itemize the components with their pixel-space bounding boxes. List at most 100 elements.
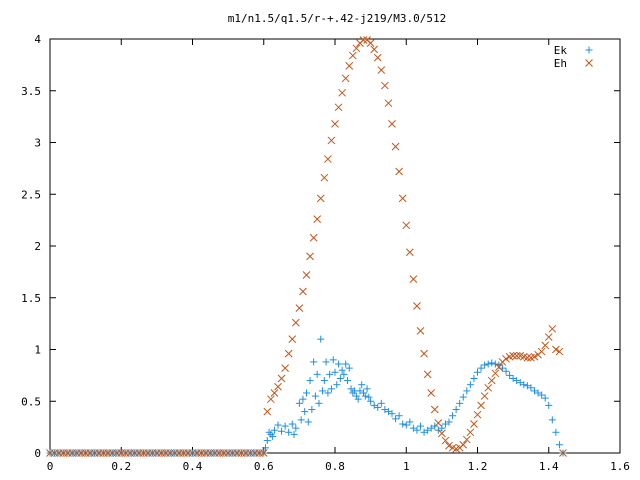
data-point [502, 354, 510, 363]
data-point [381, 406, 389, 414]
data-point [548, 324, 557, 333]
data-point [541, 394, 549, 402]
data-point [331, 368, 339, 376]
data-point [484, 383, 493, 392]
data-point [381, 81, 389, 90]
data-point [352, 392, 360, 400]
x-tick-label: 1.4 [539, 460, 559, 473]
data-point [555, 347, 564, 356]
data-point [308, 406, 316, 414]
data-point [363, 385, 371, 393]
data-point [445, 441, 453, 450]
data-point [348, 51, 357, 60]
data-point [399, 420, 407, 428]
data-point [424, 426, 432, 434]
data-point [288, 420, 296, 428]
y-tick-label: 0.5 [21, 395, 41, 408]
data-point [297, 416, 305, 424]
legend-marker [585, 59, 593, 67]
data-point [354, 395, 362, 403]
data-point [477, 364, 485, 372]
data-point [416, 327, 425, 335]
data-point [405, 248, 414, 257]
data-point [343, 377, 351, 385]
data-point [291, 318, 300, 327]
data-point [459, 440, 468, 449]
data-point [370, 401, 378, 409]
data-point [538, 391, 546, 399]
data-point [409, 275, 418, 283]
data-point [335, 360, 343, 368]
data-point [342, 360, 350, 368]
data-point [326, 370, 334, 378]
data-point [278, 427, 286, 435]
data-point [466, 428, 475, 437]
data-point [409, 424, 417, 432]
data-point [402, 421, 410, 429]
data-point [316, 194, 325, 203]
y-tick-label: 1.5 [21, 292, 41, 305]
data-point [527, 384, 535, 392]
data-point [395, 167, 403, 176]
data-point [367, 397, 375, 405]
data-point [488, 359, 496, 367]
data-point [263, 407, 272, 416]
data-point [319, 387, 327, 395]
data-point [303, 389, 310, 397]
data-point [509, 351, 517, 360]
data-point [541, 341, 550, 350]
data-point [438, 424, 446, 432]
data-point [477, 401, 485, 410]
x-tick-label: 1.2 [468, 460, 488, 473]
data-point [366, 39, 375, 47]
data-point [520, 381, 528, 389]
data-point [480, 392, 489, 400]
legend-marker [585, 46, 593, 54]
series-eh [46, 36, 567, 457]
x-tick-label: 0.2 [111, 460, 131, 473]
data-point [356, 387, 364, 395]
data-point [449, 412, 457, 420]
data-point [537, 347, 546, 356]
data-point [530, 352, 539, 361]
legend-label: Eh [554, 57, 567, 70]
data-point [413, 302, 421, 310]
data-point [548, 416, 556, 424]
data-point [290, 430, 298, 438]
data-point [420, 428, 428, 436]
data-point [495, 363, 503, 371]
data-point [402, 221, 411, 230]
data-point [292, 424, 300, 432]
data-point [555, 441, 563, 449]
data-point [311, 392, 319, 400]
data-point [285, 428, 293, 436]
data-point [427, 389, 436, 397]
data-point [452, 406, 460, 414]
data-point [388, 120, 396, 128]
data-point [320, 173, 329, 182]
data-point [523, 353, 532, 362]
data-point [277, 374, 286, 383]
data-point [463, 387, 471, 395]
data-point [373, 53, 382, 62]
data-point [481, 361, 489, 369]
data-point [336, 374, 344, 382]
data-point [544, 333, 553, 341]
data-point [347, 385, 355, 393]
data-point [262, 444, 270, 452]
data-point [552, 345, 560, 354]
data-point [545, 401, 553, 409]
x-tick-label: 0.6 [254, 460, 274, 473]
data-point [391, 142, 400, 151]
data-point [274, 421, 282, 429]
data-point [288, 335, 297, 344]
data-point [430, 405, 439, 414]
data-point [423, 370, 432, 379]
data-point [281, 422, 289, 430]
data-point [534, 389, 542, 397]
data-point [317, 335, 325, 343]
data-point [473, 410, 482, 419]
data-point [327, 385, 335, 393]
data-point [552, 428, 560, 436]
data-point [315, 399, 323, 407]
